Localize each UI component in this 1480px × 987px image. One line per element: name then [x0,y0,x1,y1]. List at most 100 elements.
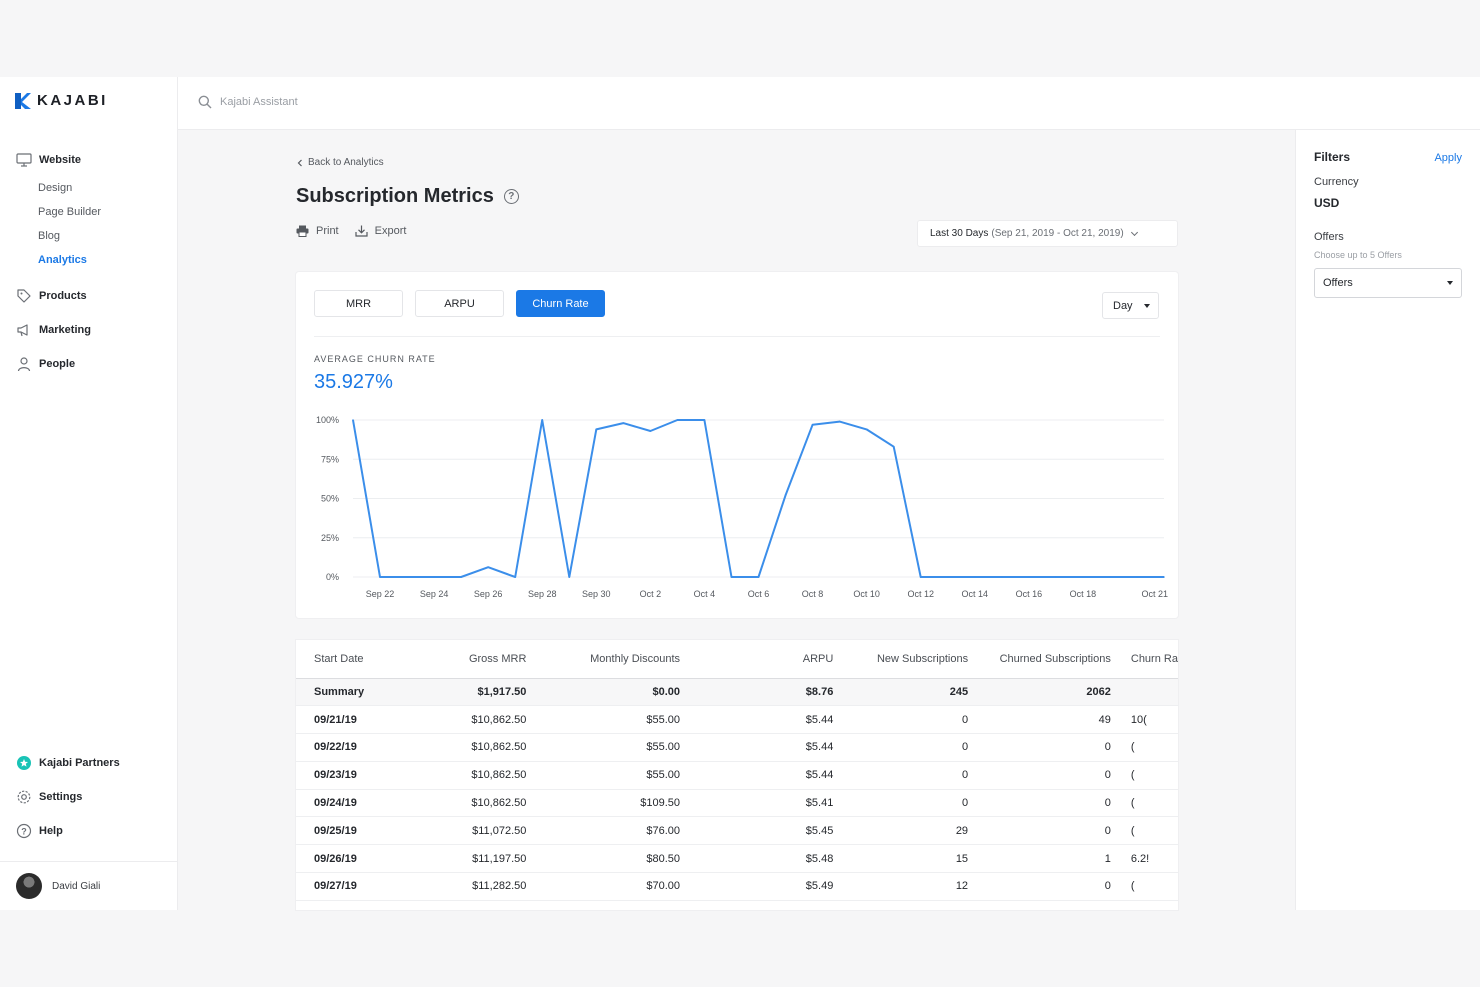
brand-name: KAJABI [37,92,108,109]
sidebar-item-products[interactable]: Products [0,286,178,306]
data-point [568,576,571,578]
data-point [1055,576,1057,578]
churn-rate-chart: 0% 25% 50% 75% 100% Sep 22 Sep 24 Sep 26 Sep 28 S… [316,415,1168,599]
offers-select-value: Offers [1323,277,1353,289]
column-header[interactable]: New Subscriptions [833,640,969,679]
data-point [541,419,544,421]
app-window: KAJABI Website Design Page Builder Blog … [0,77,1480,910]
data-point [892,445,895,448]
back-link[interactable]: Back to Analytics [296,157,384,168]
filters-panel: Filters Apply Currency USD Offers Choose… [1295,130,1480,910]
column-header[interactable]: ARPU [680,640,834,679]
table-cell: $10,862.50 [414,761,527,790]
tab-arpu[interactable]: ARPU [415,290,504,317]
sidebar-subitem-blog[interactable]: Blog [38,230,61,242]
data-point [460,576,462,578]
export-label: Export [374,225,407,237]
currency-value[interactable]: USD [1314,196,1340,210]
tab-mrr[interactable]: MRR [314,290,403,317]
table-cell: 0 [968,872,1111,901]
x-tick-label: Sep 24 [420,589,449,599]
table-cell: 0 [968,789,1111,818]
sidebar: KAJABI Website Design Page Builder Blog … [0,77,178,910]
export-button[interactable]: Export [355,225,407,237]
x-tick-label: Oct 6 [748,589,770,599]
sidebar-item-settings[interactable]: Settings [0,787,178,807]
data-point [1163,576,1165,578]
row-date-cell: 09/26/19 [296,844,415,874]
date-range-dates: (Sep 21, 2019 - Oct 21, 2019) [991,228,1124,239]
metric-value: 35.927% [314,371,393,393]
column-header[interactable]: Churned Subscriptions [968,640,1111,679]
data-point [379,576,381,578]
table-cell: 2062 [968,678,1111,707]
y-tick-label: 50% [321,494,339,504]
sidebar-item-website[interactable]: Website [0,150,178,170]
column-header[interactable]: Churn Ra [1110,640,1178,679]
column-header[interactable]: Gross MRR [414,640,527,679]
offers-select[interactable]: Offers [1314,268,1462,298]
data-point [487,566,489,568]
search-icon [198,95,212,109]
table-cell: $5.44 [680,705,834,735]
table-cell: ( [1110,872,1178,901]
sidebar-subitem-page-builder[interactable]: Page Builder [38,206,101,218]
kajabi-logo-icon [15,92,31,109]
column-header[interactable]: Start Date [296,640,415,679]
table-cell: ( [1110,733,1178,762]
table-cell: $70.00 [526,872,681,901]
data-point [946,576,949,578]
kajabi-logo[interactable]: KAJABI [15,92,108,109]
offers-label: Offers [1314,231,1344,243]
table-cell: $5.41 [680,789,834,818]
page-title: Subscription Metrics ? [296,185,519,208]
sidebar-item-label: Help [39,825,63,837]
data-point [784,494,787,497]
chart-card: MRR ARPU Churn Rate Day AVERAGE CHURN RA… [296,272,1178,618]
chevron-down-icon [1130,228,1138,236]
user-profile[interactable]: David Giali [0,861,178,910]
print-button[interactable]: Print [296,225,339,237]
tab-churn-rate[interactable]: Churn Rate [516,290,605,317]
data-point [703,419,706,421]
search-input[interactable]: Kajabi Assistant [220,96,298,108]
y-tick-label: 25% [321,533,339,543]
x-tick-label: Oct 10 [853,589,880,599]
row-date-cell: 09/23/19 [296,761,415,790]
sidebar-subitem-analytics[interactable]: Analytics [38,254,87,266]
column-header[interactable]: Monthly Discounts [526,640,681,679]
apply-button[interactable]: Apply [1434,152,1462,164]
table-row: 09/24/19 $10,862.50 $109.50 $5.41 0 0( [296,789,1178,818]
data-point [595,428,598,431]
divider [314,336,1160,337]
table-cell: $10,862.50 [414,789,527,818]
user-name: David Giali [52,880,101,892]
table-cell: $11,197.50 [414,844,527,874]
assistant-search[interactable]: Kajabi Assistant [198,95,298,109]
table-cell: $55.00 [526,705,681,735]
data-point [676,419,679,421]
interval-select[interactable]: Day [1102,292,1159,319]
sidebar-subitem-design[interactable]: Design [38,182,73,194]
sidebar-nav: Website Design Page Builder Blog Analyti… [0,150,178,374]
table-cell [1110,678,1178,707]
date-range-picker[interactable]: Last 30 Days (Sep 21, 2019 - Oct 21, 201… [917,220,1178,247]
question-icon[interactable]: ? [503,189,519,204]
table-cell: 10( [1110,705,1178,735]
table-cell: $10,862.50 [414,705,527,735]
sidebar-item-people[interactable]: People [0,354,178,374]
data-point [973,576,976,578]
table-cell: 0 [833,705,969,735]
table-cell: $109.50 [526,789,681,818]
table-cell: $10,862.50 [414,733,527,762]
data-point [757,576,760,578]
sidebar-item-help[interactable]: ? Help [0,821,178,841]
y-tick-label: 0% [326,572,339,582]
sidebar-item-kajabi-partners[interactable]: Kajabi Partners [0,753,178,773]
y-tick-label: 100% [316,415,339,425]
table-cell: $55.00 [526,761,681,790]
currency-label: Currency [1314,176,1359,188]
sidebar-item-marketing[interactable]: Marketing [0,320,178,340]
data-point [406,576,408,578]
sidebar-item-label: People [39,358,76,370]
